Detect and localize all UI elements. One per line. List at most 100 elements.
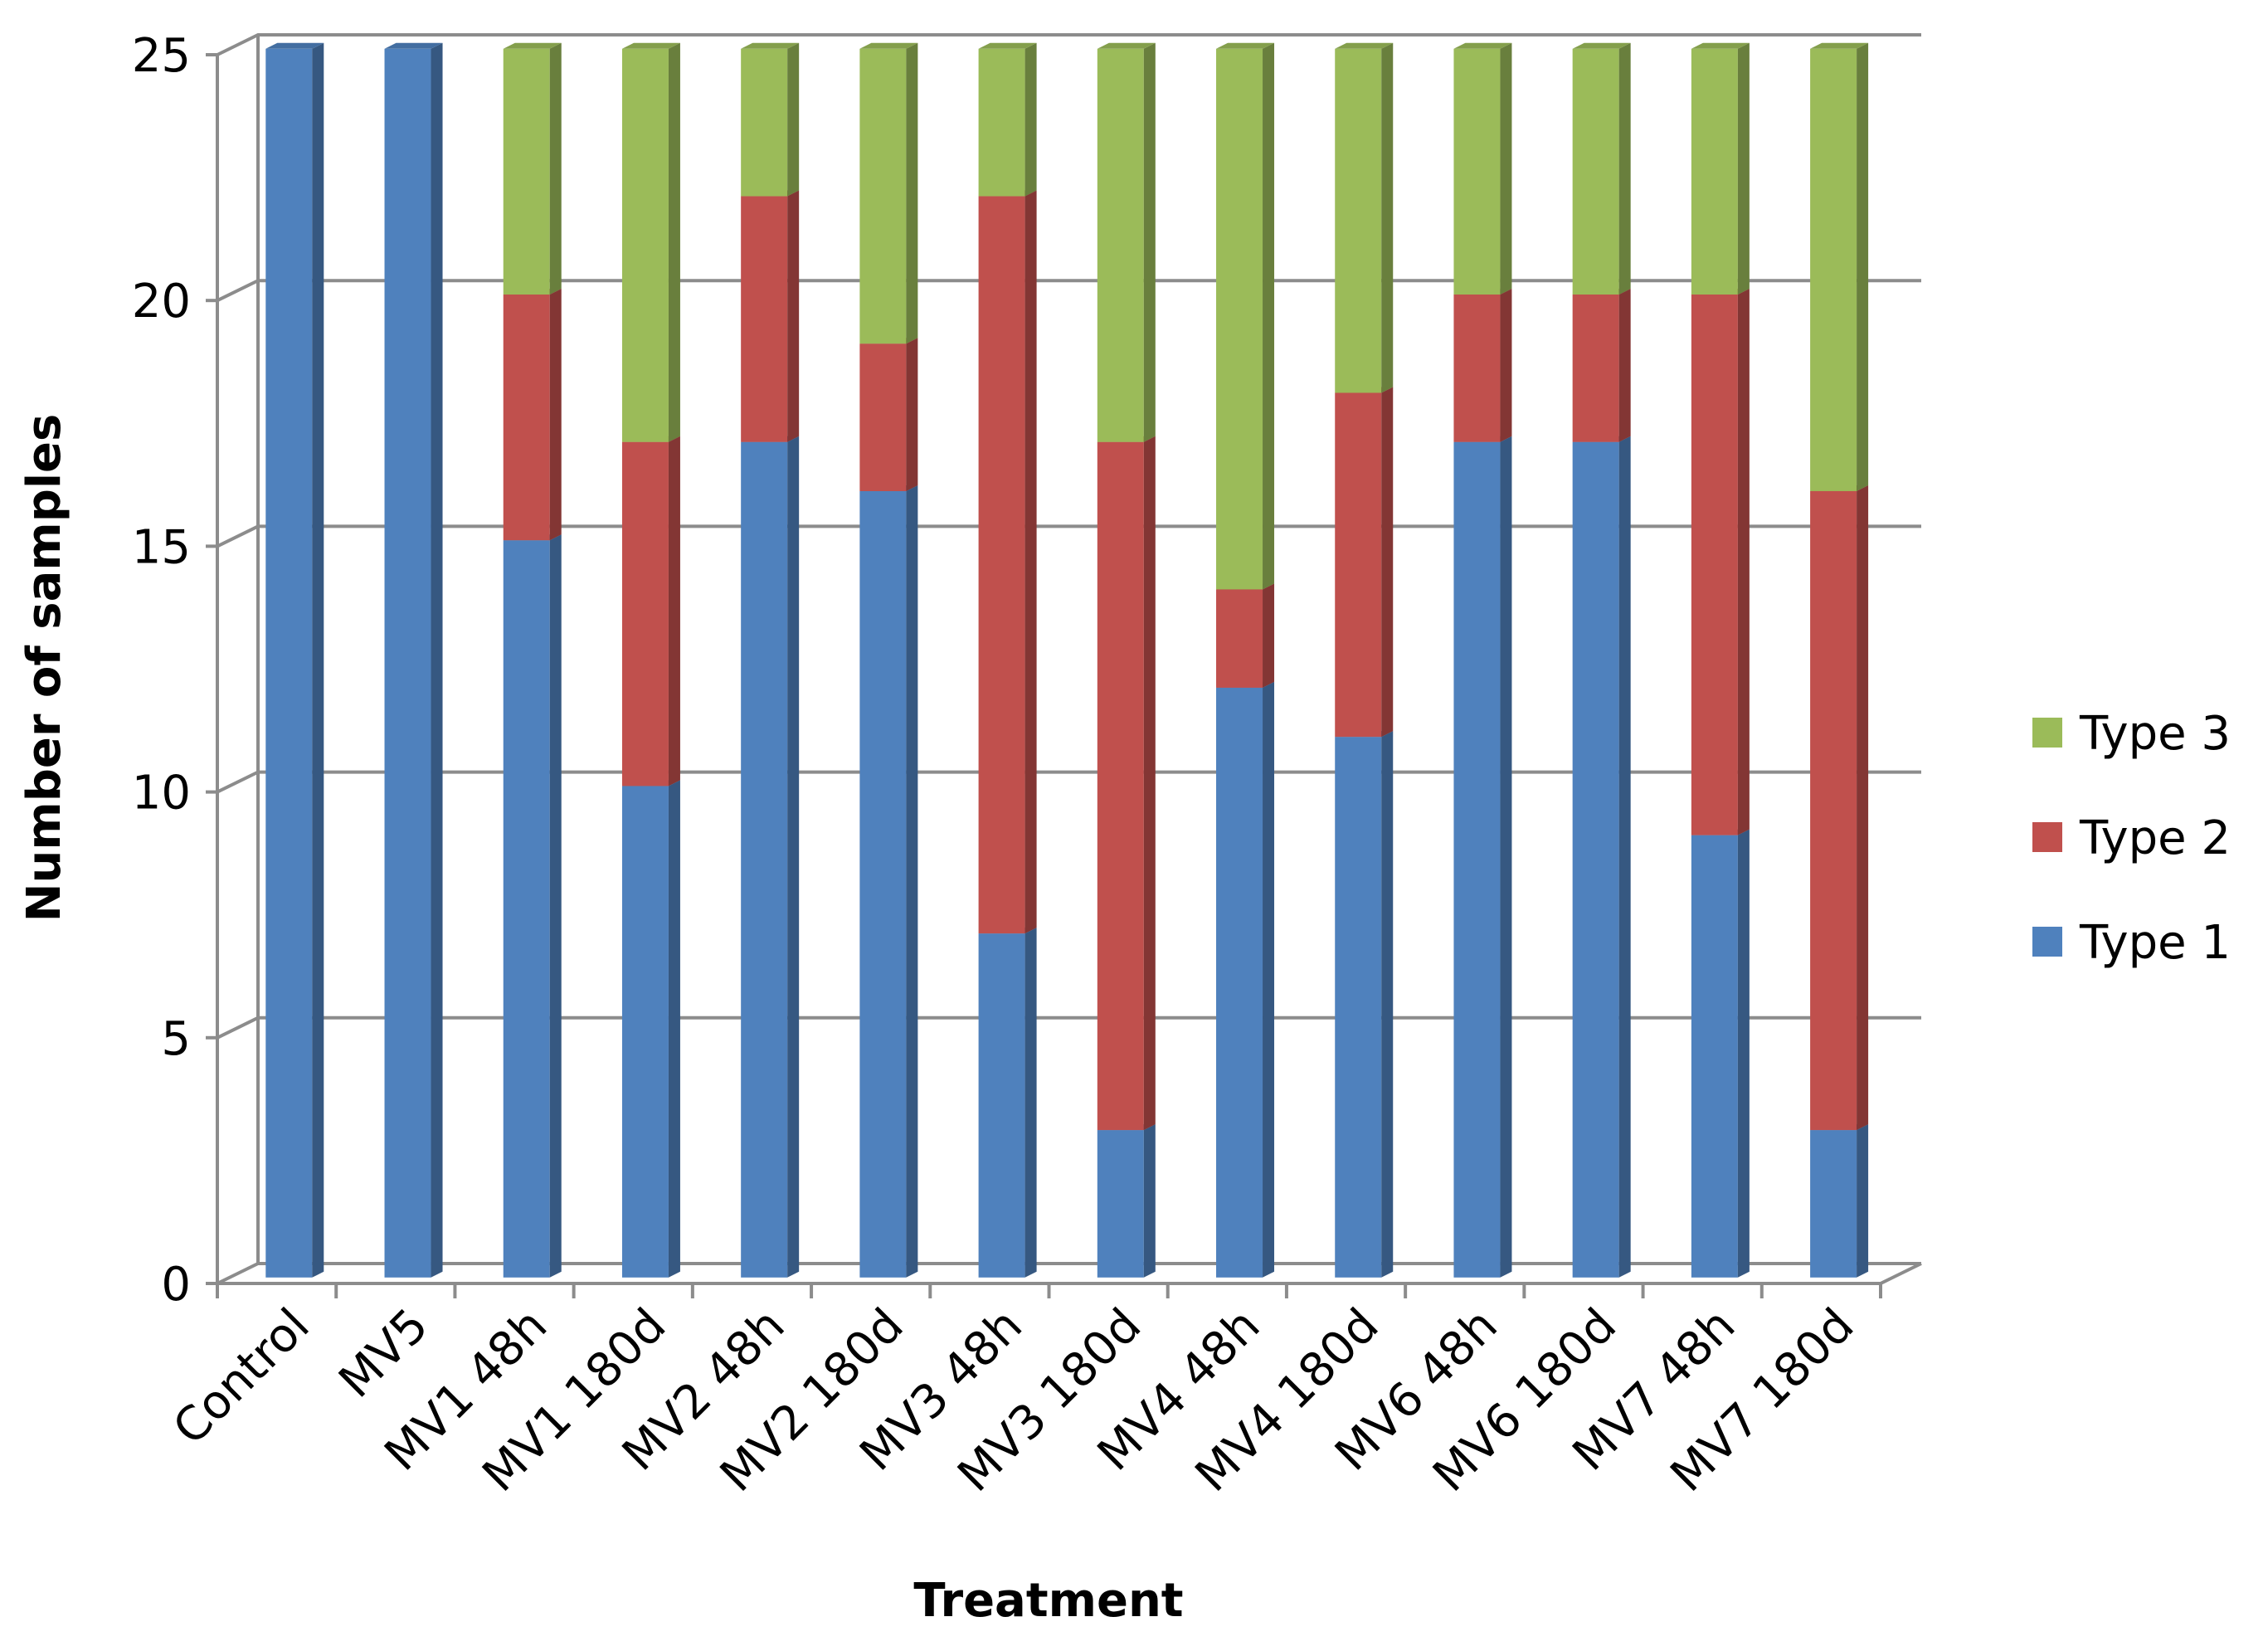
x-axis-title: Treatment	[913, 1574, 1183, 1628]
bar-top	[1335, 42, 1394, 49]
y-tick-label: 25	[132, 29, 191, 83]
grid-line	[217, 770, 1921, 794]
bar-top	[741, 42, 800, 49]
bar-side	[787, 42, 800, 197]
grid-line	[217, 1015, 1921, 1040]
bar-side	[787, 190, 800, 442]
bar-segment	[1453, 295, 1501, 442]
bar-segment	[741, 48, 788, 197]
legend-swatch	[2032, 927, 2062, 957]
bar-segment	[1691, 295, 1738, 835]
bar-segment	[384, 48, 431, 1278]
bar-side	[312, 42, 324, 1278]
bar-top	[859, 42, 918, 49]
legend-swatch	[2032, 822, 2062, 852]
bar-segment	[859, 490, 907, 1278]
bar-segment	[1691, 48, 1738, 295]
y-tick-label: 0	[161, 1258, 191, 1312]
bar-segment	[1335, 392, 1382, 738]
bar-segment	[503, 48, 550, 295]
bar-top	[265, 42, 324, 49]
bar-side	[549, 534, 562, 1278]
bar-side	[1381, 731, 1394, 1278]
y-axis-title: Number of samples	[17, 414, 71, 923]
bar-segment	[265, 48, 313, 1278]
bar-segment	[503, 295, 550, 541]
bar-segment	[1453, 48, 1501, 295]
bar-segment	[1572, 48, 1619, 295]
legend-label: Type 2	[2079, 811, 2231, 865]
bar-side	[549, 42, 562, 295]
bar-top	[503, 42, 562, 49]
bar-side	[1857, 485, 1869, 1131]
bar-segment	[978, 48, 1025, 197]
bar-side	[1024, 190, 1037, 934]
bar-segment	[741, 196, 788, 442]
bar-side	[906, 485, 918, 1278]
bar-top	[384, 42, 443, 49]
bar-segment	[1810, 48, 1857, 491]
x-tick-label: MV5	[329, 1298, 438, 1408]
grid-line	[217, 1262, 1921, 1285]
bar-segment	[978, 933, 1025, 1278]
bar-side	[1143, 436, 1156, 1131]
x-tick-label: Control	[163, 1298, 320, 1455]
bar-side	[1618, 42, 1631, 295]
bar-segment	[1810, 490, 1857, 1131]
bar-segment	[621, 786, 669, 1278]
bar-side	[1500, 436, 1512, 1278]
y-tick-label: 15	[132, 520, 191, 574]
bar-segment	[978, 196, 1025, 934]
bar-top	[1453, 42, 1512, 49]
bar-segment	[1216, 589, 1263, 688]
bar-segment	[1335, 737, 1382, 1278]
bar-side	[1737, 289, 1750, 835]
bar-side	[1737, 42, 1750, 295]
bar-segment	[1097, 1130, 1144, 1278]
legend-swatch	[2032, 718, 2062, 748]
floor-edge	[217, 1262, 1922, 1285]
bar-side	[668, 42, 680, 442]
bar-segment	[1216, 687, 1263, 1278]
bar-segment	[1097, 48, 1144, 442]
bar-side	[1024, 42, 1037, 197]
y-tick-label: 5	[161, 1012, 191, 1066]
bar-top	[1097, 42, 1156, 49]
bar-segment	[1216, 48, 1263, 590]
bar-side	[1381, 387, 1394, 738]
bar-side	[668, 780, 680, 1278]
bar-segment	[1097, 441, 1144, 1131]
bar-side	[906, 338, 918, 491]
bar-segment	[859, 48, 907, 344]
bar-segment	[741, 441, 788, 1278]
bar-segment	[1572, 295, 1619, 442]
bar-segment	[1335, 48, 1382, 393]
bar-side	[906, 42, 918, 344]
bar-top	[621, 42, 680, 49]
bar-side	[549, 289, 562, 541]
grid-line	[217, 279, 1921, 302]
bar-side	[1143, 1124, 1156, 1278]
bar-top	[978, 42, 1037, 49]
bar-side	[787, 436, 800, 1278]
bar-segment	[1810, 1130, 1857, 1278]
bar-segment	[621, 441, 669, 787]
bar-segment	[1572, 441, 1619, 1278]
bar-segment	[859, 343, 907, 491]
bar-side	[1143, 42, 1156, 442]
grid-line	[217, 33, 1921, 56]
bar-side	[1263, 681, 1275, 1278]
y-tick-label: 20	[132, 275, 191, 329]
bar-segment	[1453, 441, 1501, 1278]
bar-side	[1857, 1124, 1869, 1278]
bar-side	[1263, 583, 1275, 688]
bar-segment	[503, 540, 550, 1278]
bar-side	[1500, 42, 1512, 295]
bar-side	[1500, 289, 1512, 442]
legend-label: Type 1	[2079, 916, 2231, 970]
bar-side	[668, 436, 680, 787]
bar-top	[1216, 42, 1275, 49]
bar-top	[1572, 42, 1631, 49]
